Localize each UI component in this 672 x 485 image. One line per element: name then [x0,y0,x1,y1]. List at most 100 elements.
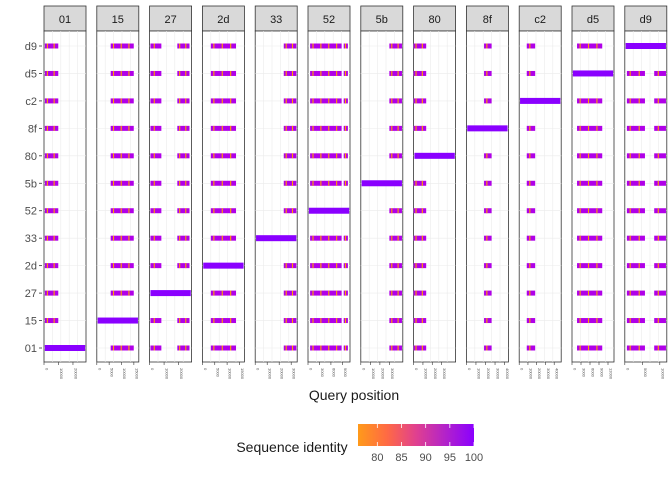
legend-tick-label: 80 [371,452,383,464]
segment-stripe [312,125,314,131]
segment [177,125,190,131]
segment-stripe [579,125,581,131]
segment-stripe [230,235,232,241]
segment-stripe [221,70,223,76]
segment [526,318,536,324]
segment-stripe [46,290,48,296]
segment-stripe [153,235,155,241]
segment-stripe [291,180,294,186]
segment [413,70,427,76]
segment-stripe [46,208,48,214]
segment-stripe [153,70,155,76]
x-tick-label: 10000 [371,368,376,380]
facet-panel [624,30,668,363]
facet-strip [254,5,298,32]
segment [484,180,492,186]
segment [413,125,427,131]
segment-stripe [397,263,399,269]
segment-stripe [285,208,287,214]
segment-stripe [657,70,659,76]
segment-stripe [291,98,294,104]
segment-stripe [391,290,393,296]
segment-stripe [221,98,223,104]
segment-stripe [336,263,338,269]
segment-stripe [179,318,181,324]
segment-stripe [128,208,130,214]
segment [110,180,134,186]
segment [150,98,162,104]
segment-stripe [213,318,215,324]
segment [283,263,297,269]
segment [626,345,645,351]
segment-stripe [657,318,659,324]
segment-stripe [657,208,659,214]
segment-stripe [657,290,659,296]
segment [310,153,342,159]
segment-stripe [285,70,287,76]
segment-stripe [53,208,55,214]
legend-title: Sequence identity [236,439,347,455]
segment [210,70,236,76]
segment-stripe [53,43,55,49]
segment-stripe [221,153,223,159]
segment-stripe [312,98,314,104]
segment-stripe [153,98,155,104]
x-tick-label: 10000 [59,368,64,380]
segment-stripe [629,125,631,131]
segment-stripe [421,98,423,104]
x-tick-label: 5000 [110,368,115,378]
segment [526,43,536,49]
facet-label: 2d [217,14,229,26]
segment-stripe [153,208,155,214]
facet-strip [149,5,193,32]
segment-stripe [486,290,488,296]
segment-stripe [596,345,598,351]
segment-stripe [112,235,115,241]
segment [210,318,236,324]
segment [283,290,297,296]
segment [654,153,666,159]
segment-stripe [486,235,488,241]
segment-stripe [629,290,631,296]
segment [310,180,342,186]
segment [577,235,603,241]
segment-stripe [221,208,223,214]
segment-stripe [629,208,631,214]
segment-stripe [336,180,338,186]
segment-stripe [579,318,581,324]
segment-stripe [415,318,417,324]
segment [110,290,134,296]
segment-stripe [391,98,393,104]
facet-panel [149,30,193,363]
x-tick-label: 6000 [591,368,596,378]
segment [526,290,536,296]
segment-stripe [213,235,215,241]
segment-stripe [579,98,581,104]
segment-stripe [657,263,659,269]
segment [210,43,236,49]
segment [283,345,297,351]
segment-stripe [421,290,423,296]
segment-stripe [53,290,55,296]
x-tick-label: 9000 [600,368,605,378]
segment-stripe [112,345,115,351]
segment-stripe [221,125,223,131]
segment-stripe [657,345,659,351]
segment-stripe [344,345,347,351]
segment [484,318,492,324]
segment [177,70,190,76]
segment-stripe [596,180,598,186]
segment-stripe [185,153,187,159]
segment [177,43,190,49]
segment [484,43,492,49]
segment-stripe [185,235,187,241]
segment [210,125,236,131]
segment [526,125,536,131]
segment-stripe [529,125,531,131]
segment [654,345,666,351]
segment-stripe [587,263,590,269]
segment-stripe [230,180,232,186]
segment-stripe [53,263,55,269]
segment-stripe [213,208,215,214]
